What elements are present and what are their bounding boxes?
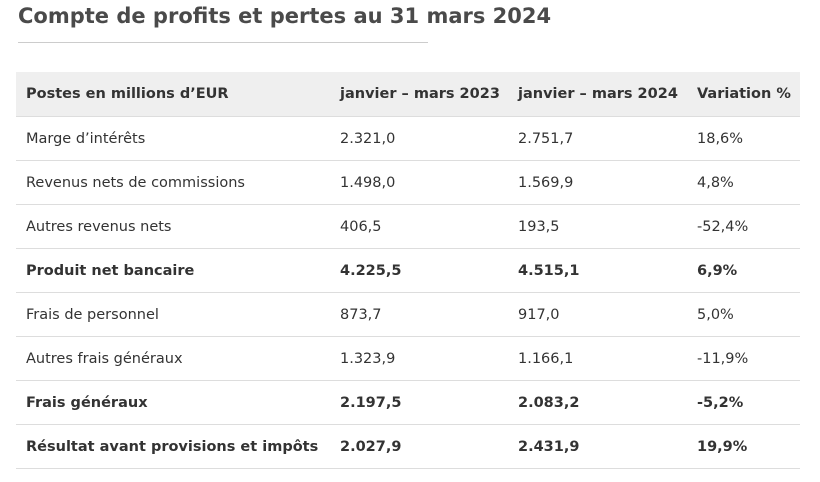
table-cell: 19,9% xyxy=(687,424,800,469)
table-cell: 5,0% xyxy=(687,292,800,337)
table-cell: Frais de personnel xyxy=(16,292,330,337)
table-row: Frais généraux 2.197,5 2.083,2 -5,2% xyxy=(16,380,800,425)
table-cell: -11,9% xyxy=(687,336,800,381)
table-cell: Autres revenus nets xyxy=(16,204,330,249)
table-cell: 193,5 xyxy=(508,204,687,249)
table-cell: 1.498,0 xyxy=(330,160,508,205)
table-cell: Résultat avant provisions et impôts xyxy=(16,424,330,469)
title-rule xyxy=(18,42,428,43)
table-cell: 406,5 xyxy=(330,204,508,249)
table-cell: Frais généraux xyxy=(16,380,330,425)
table-row: Produit net bancaire 4.225,5 4.515,1 6,9% xyxy=(16,248,800,293)
table-cell: 2.027,9 xyxy=(330,424,508,469)
table-cell: -52,4% xyxy=(687,204,800,249)
header-cell: Variation % xyxy=(687,72,800,117)
table-row: Revenus nets de commissions 1.498,0 1.569,… xyxy=(16,160,800,205)
table-row: Résultat avant provisions et impôts 2.027… xyxy=(16,424,800,469)
table-cell: 2.083,2 xyxy=(508,380,687,425)
table-row: Autres revenus nets 406,5 193,5 -52,4% xyxy=(16,204,800,249)
table-cell: 18,6% xyxy=(687,116,800,161)
table-cell: 2.321,0 xyxy=(330,116,508,161)
table-cell: Marge d’intérêts xyxy=(16,116,330,161)
header-row: Postes en millions d’EUR janvier – mars 2… xyxy=(16,72,800,117)
table-cell: 1.323,9 xyxy=(330,336,508,381)
table-cell: 4.515,1 xyxy=(508,248,687,293)
table-row: Frais de personnel 873,7 917,0 5,0% xyxy=(16,292,800,337)
table-row: Marge d’intérêts 2.321,0 2.751,7 18,6% xyxy=(16,116,800,161)
table-cell: 2.197,5 xyxy=(330,380,508,425)
table-cell: 1.166,1 xyxy=(508,336,687,381)
table-cell: -5,2% xyxy=(687,380,800,425)
table-cell: Revenus nets de commissions xyxy=(16,160,330,205)
header-cell: janvier – mars 2024 xyxy=(508,72,687,117)
table: Postes en millions d’EUR janvier – mars 2… xyxy=(16,72,800,469)
table-body: Marge d’intérêts 2.321,0 2.751,7 18,6% Reven… xyxy=(16,116,800,469)
header-cell: Postes en millions d’EUR xyxy=(16,72,330,117)
title: Compte de profits et pertes au 31 mars 2… xyxy=(18,4,552,28)
table-cell: Produit net bancaire xyxy=(16,248,330,293)
table-cell: 6,9% xyxy=(687,248,800,293)
header-cell: janvier – mars 2023 xyxy=(330,72,508,117)
table-cell: 2.751,7 xyxy=(508,116,687,161)
table-cell: 917,0 xyxy=(508,292,687,337)
table-cell: 1.569,9 xyxy=(508,160,687,205)
table-cell: 873,7 xyxy=(330,292,508,337)
table-cell: Autres frais généraux xyxy=(16,336,330,381)
table-cell: 2.431,9 xyxy=(508,424,687,469)
table-cell: 4.225,5 xyxy=(330,248,508,293)
table-row: Autres frais généraux 1.323,9 1.166,1 -11,9… xyxy=(16,336,800,381)
table-cell: 4,8% xyxy=(687,160,800,205)
